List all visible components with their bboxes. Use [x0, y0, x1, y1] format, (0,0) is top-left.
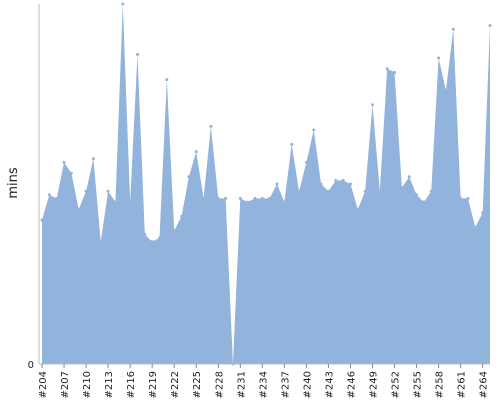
x-tick-label: #246 — [346, 371, 357, 398]
x-tick-label: #261 — [457, 371, 468, 398]
data-point — [91, 157, 95, 161]
data-point — [55, 196, 59, 200]
data-point — [393, 70, 397, 74]
data-point — [481, 211, 485, 215]
data-point — [407, 175, 411, 179]
data-point — [488, 24, 492, 28]
data-point — [47, 193, 51, 197]
x-tick-label: #219 — [148, 371, 159, 398]
data-point — [363, 189, 367, 193]
x-tick-label: #225 — [192, 371, 203, 398]
data-point — [415, 193, 419, 197]
data-point — [202, 196, 206, 200]
data-point — [172, 229, 176, 233]
data-point — [77, 207, 81, 211]
series-area — [42, 4, 490, 364]
x-tick-label: #207 — [60, 371, 71, 398]
data-point — [326, 189, 330, 193]
data-point — [473, 225, 477, 229]
data-point — [253, 196, 257, 200]
data-point — [135, 52, 139, 56]
data-point — [304, 160, 308, 164]
data-point — [121, 2, 125, 6]
data-point — [466, 196, 470, 200]
x-tick-label: #213 — [104, 371, 115, 398]
data-point — [429, 189, 433, 193]
data-point — [260, 196, 264, 200]
x-tick-label: #234 — [258, 371, 269, 398]
data-point — [158, 236, 162, 240]
data-point — [275, 182, 279, 186]
data-point — [246, 200, 250, 204]
x-tick-label: #264 — [479, 371, 490, 398]
data-point — [422, 200, 426, 204]
data-point — [113, 200, 117, 204]
data-point — [69, 171, 73, 175]
x-tick-label: #240 — [302, 371, 313, 398]
data-point — [451, 27, 455, 31]
data-point — [437, 56, 441, 60]
data-point — [40, 218, 44, 222]
x-tick-label: #249 — [368, 371, 379, 398]
data-point — [209, 124, 213, 128]
data-point — [400, 186, 404, 190]
x-tick-label: #204 — [38, 371, 49, 398]
data-point — [444, 88, 448, 92]
data-point — [348, 182, 352, 186]
data-point — [290, 142, 294, 146]
x-tick-label: #258 — [435, 371, 446, 398]
data-point — [62, 160, 66, 164]
data-point — [297, 189, 301, 193]
x-tick-label: #228 — [214, 371, 225, 398]
data-point — [385, 67, 389, 71]
data-point — [334, 178, 338, 182]
data-point — [150, 240, 154, 244]
data-point — [378, 189, 382, 193]
data-point — [180, 214, 184, 218]
x-tick-label: #237 — [280, 371, 291, 398]
data-point — [194, 150, 198, 154]
data-point — [356, 207, 360, 211]
data-point — [143, 232, 147, 236]
data-point — [106, 189, 110, 193]
data-point — [459, 196, 463, 200]
y-axis-ticks: 0 — [28, 360, 34, 371]
data-point — [312, 128, 316, 132]
data-point — [268, 196, 272, 200]
x-tick-label: #231 — [236, 371, 247, 398]
x-tick-label: #252 — [391, 371, 402, 398]
x-tick-label: #243 — [324, 371, 335, 398]
data-point — [165, 78, 169, 82]
x-tick-label: #222 — [170, 371, 181, 398]
data-point — [128, 200, 132, 204]
data-point — [99, 240, 103, 244]
data-point — [216, 196, 220, 200]
data-point — [319, 182, 323, 186]
data-point — [224, 196, 228, 200]
data-point — [84, 189, 88, 193]
y-axis-title: mins — [6, 167, 21, 199]
x-tick-label: #255 — [413, 371, 424, 398]
data-point — [282, 200, 286, 204]
x-tick-label: #210 — [82, 371, 93, 398]
data-point — [341, 178, 345, 182]
x-axis-ticks: #204 #207 #210 #213 #216 #219 #222 #225 #228 #231… — [38, 364, 490, 398]
data-point — [370, 103, 374, 107]
data-point — [238, 196, 242, 200]
plot-area — [40, 2, 492, 366]
y-tick-label: 0 — [28, 360, 34, 371]
data-point — [187, 175, 191, 179]
x-tick-label: #216 — [126, 371, 137, 398]
